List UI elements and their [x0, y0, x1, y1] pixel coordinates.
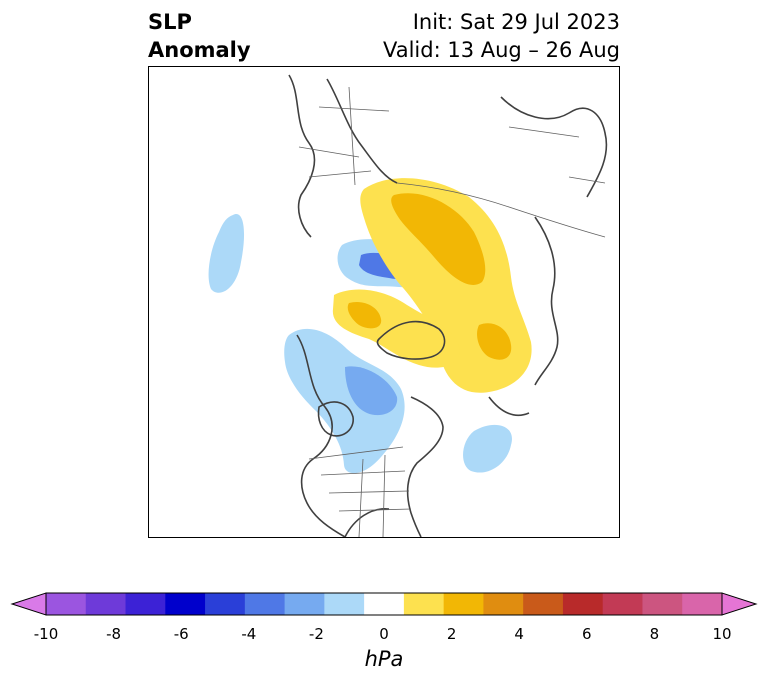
colorbar-segment	[364, 593, 405, 615]
colorbar-extend-max	[721, 592, 758, 616]
colorbar-extend-min	[10, 592, 47, 616]
colorbar-segment	[562, 593, 604, 615]
coastline-east-asia	[534, 216, 559, 386]
political-borders	[298, 86, 606, 537]
title-variable: SLP	[148, 10, 192, 34]
colorbar-segment	[403, 593, 445, 615]
colorbar-svg	[10, 592, 758, 616]
coastline-europe	[288, 74, 316, 238]
border-us-canada	[308, 446, 404, 460]
colorbar-segment	[523, 593, 564, 615]
colorbar-tick-label: -6	[173, 625, 189, 643]
colorbar-segment	[125, 593, 166, 615]
colorbar-tick-label: 2	[446, 625, 457, 643]
map-title: SLP Anomaly	[148, 8, 251, 64]
colorbar-tick-label: 0	[379, 625, 389, 643]
colorbar-tick-label: -8	[106, 625, 122, 643]
colorbar-segment	[165, 593, 206, 615]
coastline-north-america	[296, 334, 346, 537]
border-europe	[298, 86, 390, 186]
colorbar-segment	[284, 593, 325, 615]
colorbar-segment	[602, 593, 643, 615]
border-us-states	[320, 454, 412, 537]
positive-anomaly-arctic-core	[347, 301, 382, 329]
colorbar	[0, 586, 768, 626]
coastline-eastern-seaboard	[406, 396, 444, 537]
negative-anomaly-atlantic	[208, 214, 245, 293]
negative-anomaly-north-america	[284, 328, 405, 474]
slp-anomaly-map	[208, 74, 608, 537]
title-variable-sub: Anomaly	[148, 38, 251, 62]
colorbar-segment	[85, 593, 127, 615]
coastlines	[288, 74, 608, 537]
colorbar-tick-label: 10	[712, 625, 732, 643]
colorbar-unit: hPa	[364, 647, 404, 671]
colorbar-tick-label: 6	[582, 625, 592, 643]
colorbar-tick-label: -4	[241, 625, 257, 643]
map-dates: Init: Sat 29 Jul 2023 Valid: 13 Aug – 26…	[383, 8, 620, 64]
positive-anomaly-siberia-core	[477, 323, 512, 360]
negative-anomaly-west-atlantic	[463, 424, 512, 473]
coastline-asia	[500, 96, 608, 198]
colorbar-segment	[682, 593, 723, 615]
colorbar-tick-label: -10	[33, 625, 59, 643]
colorbar-outline	[45, 592, 723, 616]
valid-range: Valid: 13 Aug – 26 Aug	[382, 38, 620, 62]
colorbar-tick-label: -2	[308, 625, 324, 643]
colorbar-segment	[483, 593, 524, 615]
coastline-hudson-bay	[317, 401, 354, 437]
colorbar-segment	[642, 593, 683, 615]
positive-anomaly-eurasia-core	[391, 193, 486, 285]
coastline-gulf	[344, 508, 390, 537]
border-russia	[396, 182, 606, 238]
coastline-greenland	[376, 320, 446, 360]
colorbar-segment	[443, 593, 484, 615]
colorbar-segment	[46, 593, 87, 615]
colorbar-tick-label: 8	[649, 625, 660, 643]
colorbar-segment	[244, 593, 286, 615]
negative-anomaly-north-america-core	[345, 366, 398, 416]
map-panel	[148, 66, 620, 538]
coastline-alaska	[488, 396, 530, 417]
init-date: Init: Sat 29 Jul 2023	[412, 10, 620, 34]
border-china	[508, 126, 606, 184]
colorbar-segment	[324, 593, 365, 615]
coastline-scandinavia	[326, 78, 398, 184]
colorbar-segment	[205, 593, 246, 615]
colorbar-tick-label: 4	[514, 625, 524, 643]
